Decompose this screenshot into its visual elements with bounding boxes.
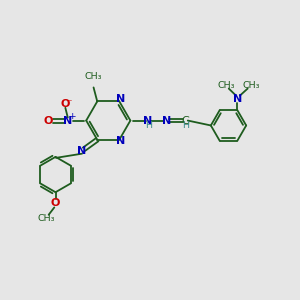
Text: N: N	[63, 116, 72, 126]
Text: O: O	[50, 199, 60, 208]
Text: CH₃: CH₃	[242, 81, 260, 90]
Text: N: N	[233, 94, 242, 103]
Text: N: N	[116, 136, 125, 146]
Text: CH₃: CH₃	[85, 72, 102, 81]
Text: N: N	[162, 116, 171, 126]
Text: ⁻: ⁻	[67, 98, 72, 108]
Text: N: N	[77, 146, 87, 156]
Text: N: N	[143, 116, 153, 126]
Text: +: +	[68, 112, 76, 121]
Text: H: H	[182, 122, 189, 130]
Text: C: C	[182, 116, 189, 126]
Text: H: H	[145, 122, 152, 130]
Text: O: O	[60, 99, 70, 109]
Text: CH₃: CH₃	[38, 214, 55, 223]
Text: CH₃: CH₃	[218, 81, 235, 90]
Text: N: N	[116, 94, 125, 104]
Text: O: O	[44, 116, 53, 126]
